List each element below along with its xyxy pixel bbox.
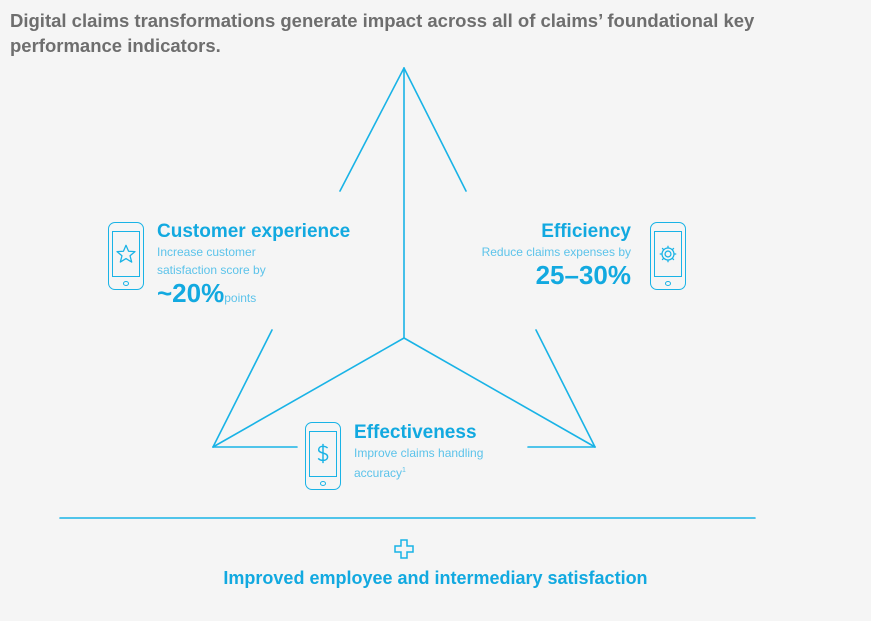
effectiveness-heading: Effectiveness [354,422,477,443]
star-edge-top-right [403,67,467,192]
customer-unit: points [224,291,257,305]
plus-icon [394,539,414,559]
gear-icon [659,245,677,263]
customer-desc-line1: Increase customer [157,245,256,259]
bottom-summary: Improved employee and intermediary satis… [223,568,648,588]
page-title: Digital claims transformations generate … [10,10,755,56]
customer-experience-block: Customer experience Increase customer sa… [157,221,350,312]
star-phone-icon [108,222,144,290]
effectiveness-desc-line1: Improve claims handling [354,446,484,460]
efficiency-desc: Reduce claims expenses by [481,245,631,259]
star-edge-top-left [339,67,405,192]
efficiency-heading: Efficiency [541,221,631,242]
spoke-right [403,337,596,448]
star-icon [116,244,136,263]
effectiveness-block: Effectiveness Improve claims handling ac… [354,422,483,482]
efficiency-block: Efficiency Reduce claims expenses by 25–… [482,221,631,289]
dollar-phone-icon [305,422,341,490]
star-edge-left-upper [212,329,273,448]
spoke-left [212,337,405,448]
effectiveness-desc-line2-row: accuracy1 [354,462,483,482]
customer-desc-line2: satisfaction score by [157,263,266,277]
customer-value-row: ~20%points [157,279,350,312]
customer-heading: Customer experience [157,221,351,242]
efficiency-value: 25–30% [535,260,631,290]
footnote-marker: 1 [402,467,406,474]
gear-phone-icon [650,222,686,290]
dollar-icon [317,443,329,464]
star-edge-right-upper [535,329,596,448]
effectiveness-desc-line2: accuracy [354,466,403,480]
customer-value: ~20% [157,278,225,308]
